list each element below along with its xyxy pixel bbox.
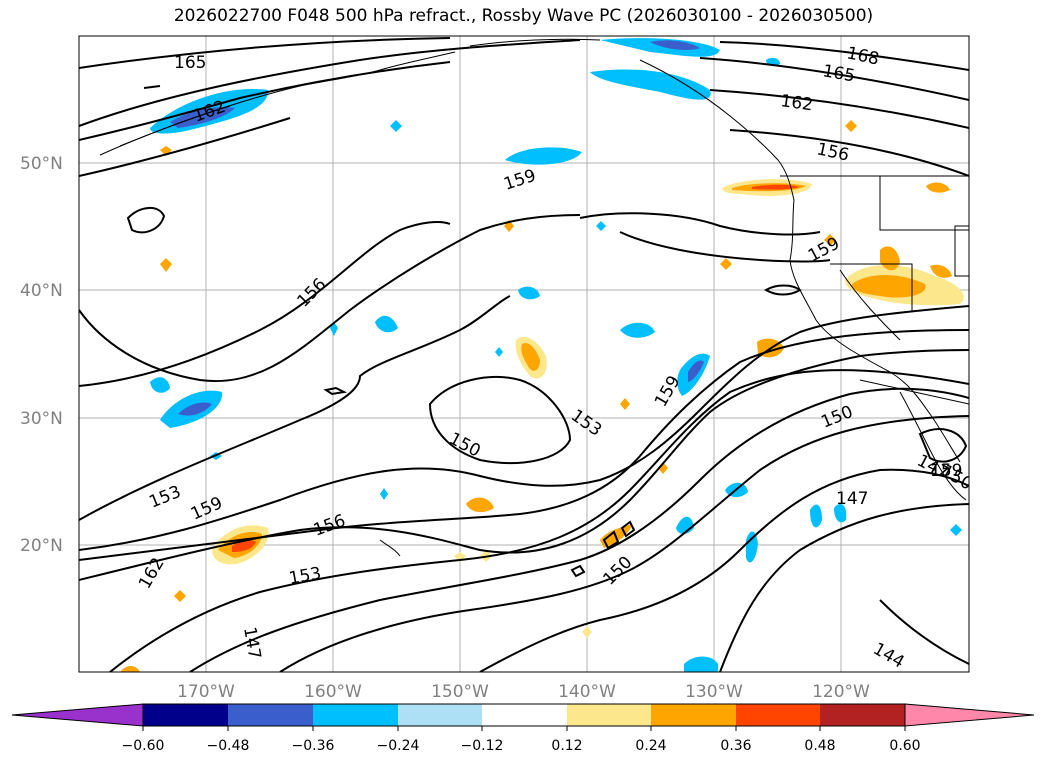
colorbar-tick-label: 0.48 (804, 738, 835, 754)
colorbar-tick-label: 0.60 (889, 738, 920, 754)
lon-label: 160°W (304, 682, 362, 702)
colorbar-segment (736, 704, 820, 726)
lat-label: 40°N (20, 281, 63, 301)
colorbar-segment (482, 704, 567, 726)
lon-label: 130°W (685, 682, 743, 702)
contour-label: 162 (779, 91, 814, 115)
colorbar-tick-label: −0.36 (292, 738, 335, 754)
colorbar-tick-label: 0.24 (635, 738, 666, 754)
lat-label: 50°N (20, 154, 63, 174)
colorbar: −0.60 −0.48 −0.36 −0.24 −0.12 0.12 0.24 … (11, 703, 1035, 754)
colorbar-tick-label: −0.48 (207, 738, 250, 754)
colorbar-tick-label: −0.12 (461, 738, 504, 754)
colorbar-segment (313, 704, 398, 726)
positive-anomaly-shading (120, 120, 964, 672)
lon-label: 170°W (177, 682, 235, 702)
colorbar-segment (398, 704, 482, 726)
coastlines (99, 38, 969, 557)
colorbar-tick-label: 0.12 (551, 738, 582, 754)
colorbar-tick-label: −0.60 (122, 738, 165, 754)
contour-label: 159 (930, 461, 962, 481)
colorbar-tick-label: −0.24 (377, 738, 420, 754)
colorbar-segment (651, 704, 736, 726)
colorbar-segment (567, 704, 651, 726)
longitude-labels: 170°W 160°W 150°W 140°W 130°W 120°W (177, 682, 870, 702)
colorbar-tick-label: 0.36 (720, 738, 751, 754)
colorbar-extend-high (904, 703, 1035, 727)
contour-label: 147 (836, 489, 868, 509)
colorbar-segment (228, 704, 313, 726)
lat-label: 30°N (20, 409, 63, 429)
colorbar-segment (820, 704, 905, 726)
plot-frame (78, 35, 970, 673)
map-title: 2026022700 F048 500 hPa refract., Rossby… (173, 6, 874, 26)
contour-label: 165 (174, 53, 206, 73)
lon-label: 120°W (812, 682, 870, 702)
colorbar-extend-low (11, 703, 144, 727)
colorbar-segment (143, 704, 228, 726)
lat-label: 20°N (20, 536, 63, 556)
lon-label: 140°W (558, 682, 616, 702)
latitude-labels: 50°N 40°N 30°N 20°N (20, 154, 63, 556)
negative-anomaly-shading (150, 38, 962, 672)
lon-label: 150°W (431, 682, 489, 702)
height-contours (79, 37, 969, 672)
